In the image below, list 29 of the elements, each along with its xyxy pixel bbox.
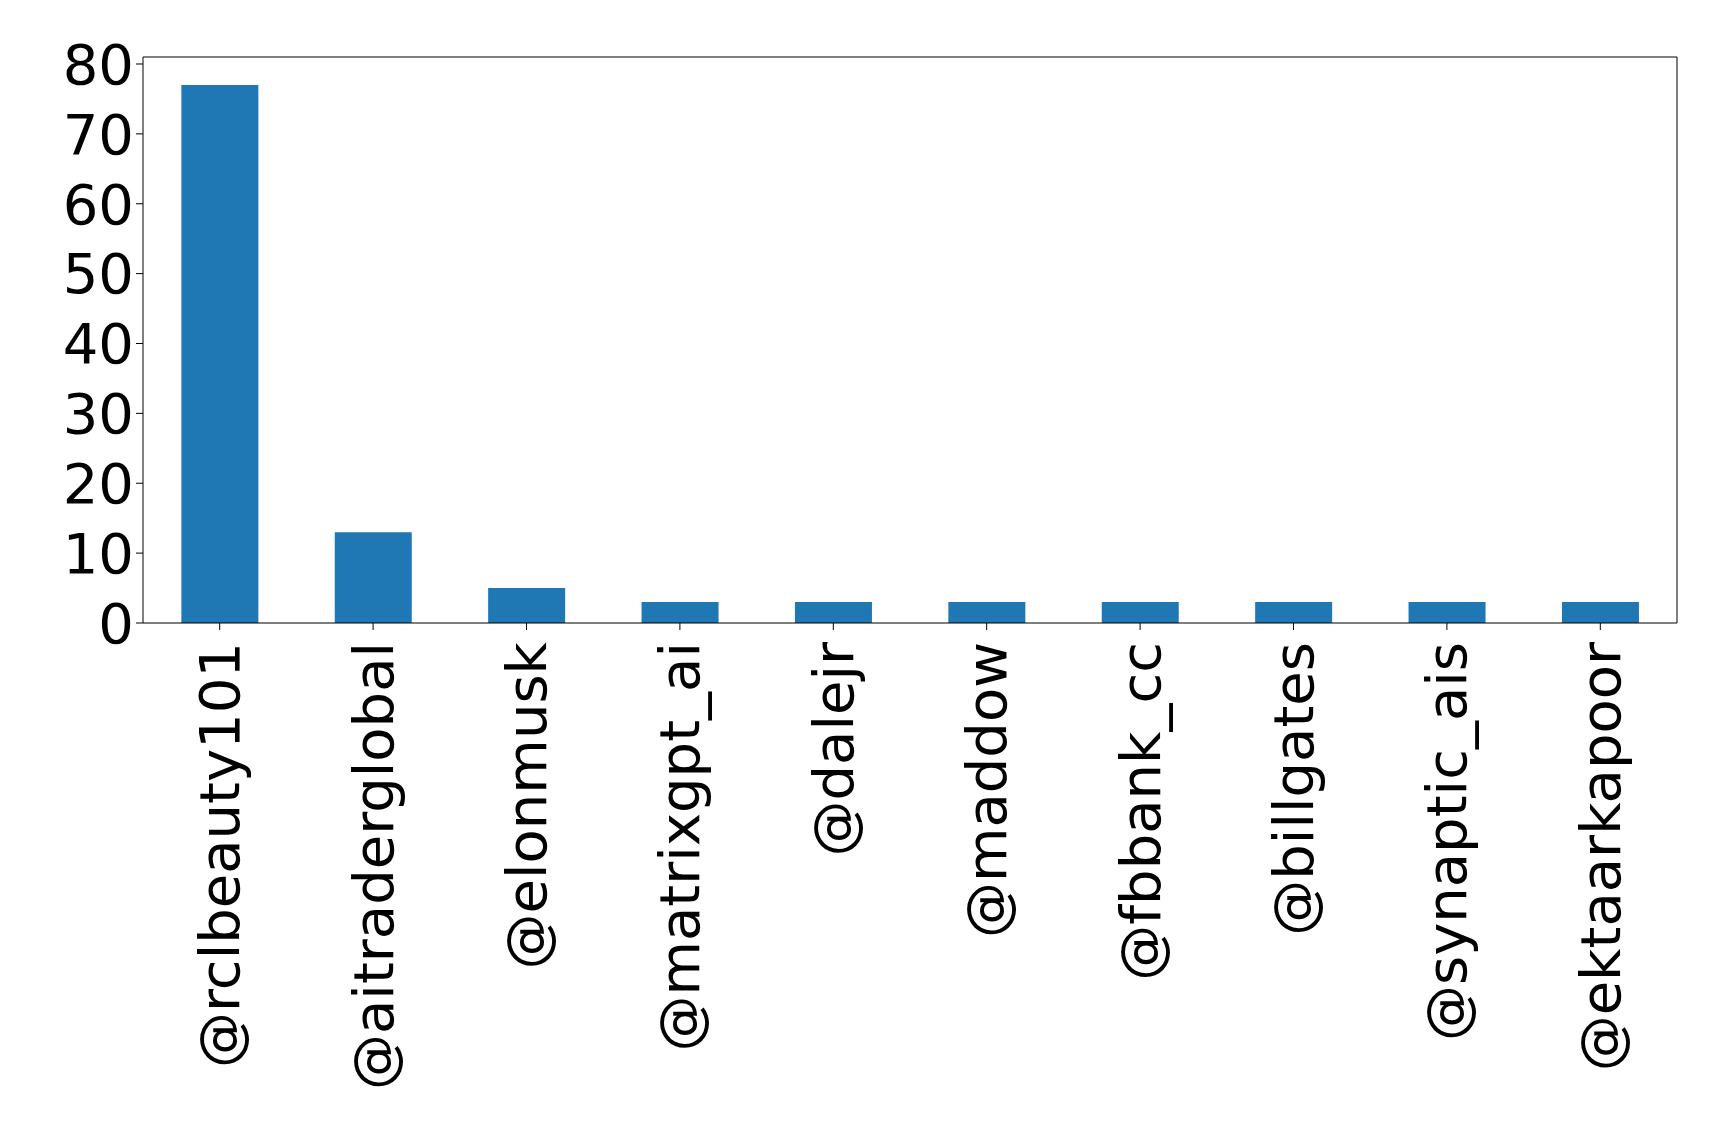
- x-tick-label: @aitraderglobal: [340, 642, 406, 1090]
- y-tick-label: 50: [62, 241, 134, 307]
- x-tick-label: @billgates: [1261, 642, 1326, 936]
- y-tick-label: 0: [98, 590, 134, 656]
- bar: [1255, 602, 1333, 623]
- y-tick-label: 10: [62, 521, 134, 586]
- y-tick-label: 40: [62, 311, 134, 377]
- bar: [181, 84, 259, 623]
- x-tick-label: @maddow: [954, 642, 1020, 939]
- y-tick-label: 60: [62, 171, 134, 237]
- bar: [1561, 602, 1639, 623]
- x-tick-label: @dalejr: [800, 641, 866, 857]
- y-tick-label: 30: [62, 381, 134, 447]
- y-tick-label: 20: [62, 451, 134, 517]
- y-tick-label: 70: [62, 101, 134, 167]
- x-tick-label: @synaptic_ais: [1414, 642, 1480, 1042]
- x-tick-label: @elonmusk: [494, 641, 559, 970]
- bar: [488, 588, 566, 623]
- x-tick-label: @rclbeauty101: [187, 642, 253, 1068]
- bar: [794, 602, 872, 623]
- bar: [334, 532, 412, 623]
- bar: [1408, 602, 1486, 623]
- bar: [1101, 602, 1179, 623]
- x-tick-label: @ektaarkapoor: [1567, 641, 1633, 1072]
- x-tick-label: @fbbank_cc: [1107, 642, 1173, 981]
- x-tick-label: @matrixgpt_ai: [647, 642, 713, 1052]
- y-tick-label: 80: [62, 31, 134, 97]
- bar: [641, 602, 719, 623]
- bar: [948, 602, 1026, 623]
